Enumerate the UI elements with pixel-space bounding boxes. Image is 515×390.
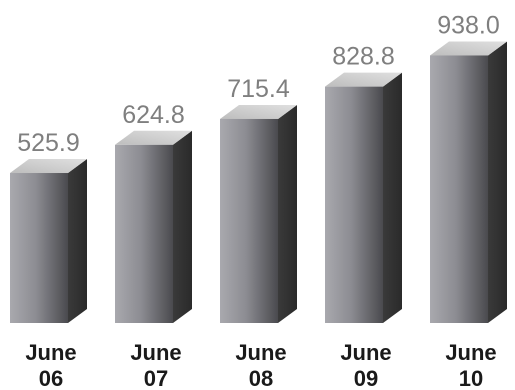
value-label-0: 525.9 [17, 129, 80, 157]
value-labels-group: 525.9 624.8 715.4 828.8 938.0 [17, 11, 500, 157]
bar-side [173, 130, 192, 323]
bar-top [10, 159, 87, 174]
category-label-0-line2: 06 [39, 366, 63, 390]
bar-side [278, 104, 297, 323]
category-label-2-line1: June [235, 340, 286, 365]
bar-front [10, 173, 68, 323]
bar-1 [115, 130, 192, 323]
bars-group [10, 41, 507, 324]
category-label-1-line1: June [130, 340, 181, 365]
bar-side [383, 72, 402, 323]
value-label-2: 715.4 [227, 75, 290, 103]
category-label-2-line2: 08 [249, 366, 273, 390]
bar-top [325, 72, 402, 87]
bar-side [488, 41, 507, 324]
value-label-3: 828.8 [332, 43, 395, 71]
bar-top [220, 104, 297, 119]
bar-side [68, 159, 87, 323]
bar-3 [325, 72, 402, 323]
bar-front [115, 144, 173, 323]
category-label-3-line2: 09 [354, 366, 378, 390]
bar-front [325, 86, 383, 323]
value-label-1: 624.8 [122, 101, 185, 129]
bar-4 [430, 41, 507, 324]
category-label-0-line1: June [25, 340, 76, 365]
bar-top [115, 130, 192, 145]
category-label-3-line1: June [340, 340, 391, 365]
bar-2 [220, 104, 297, 323]
category-label-4-line2: 10 [459, 366, 483, 390]
category-label-1-line2: 07 [144, 366, 168, 390]
value-label-4: 938.0 [437, 11, 500, 39]
category-label-4-line1: June [445, 340, 496, 365]
bar-front [430, 55, 488, 324]
bar-0 [10, 159, 87, 323]
bar-top [430, 41, 507, 56]
bar-front [220, 118, 278, 323]
